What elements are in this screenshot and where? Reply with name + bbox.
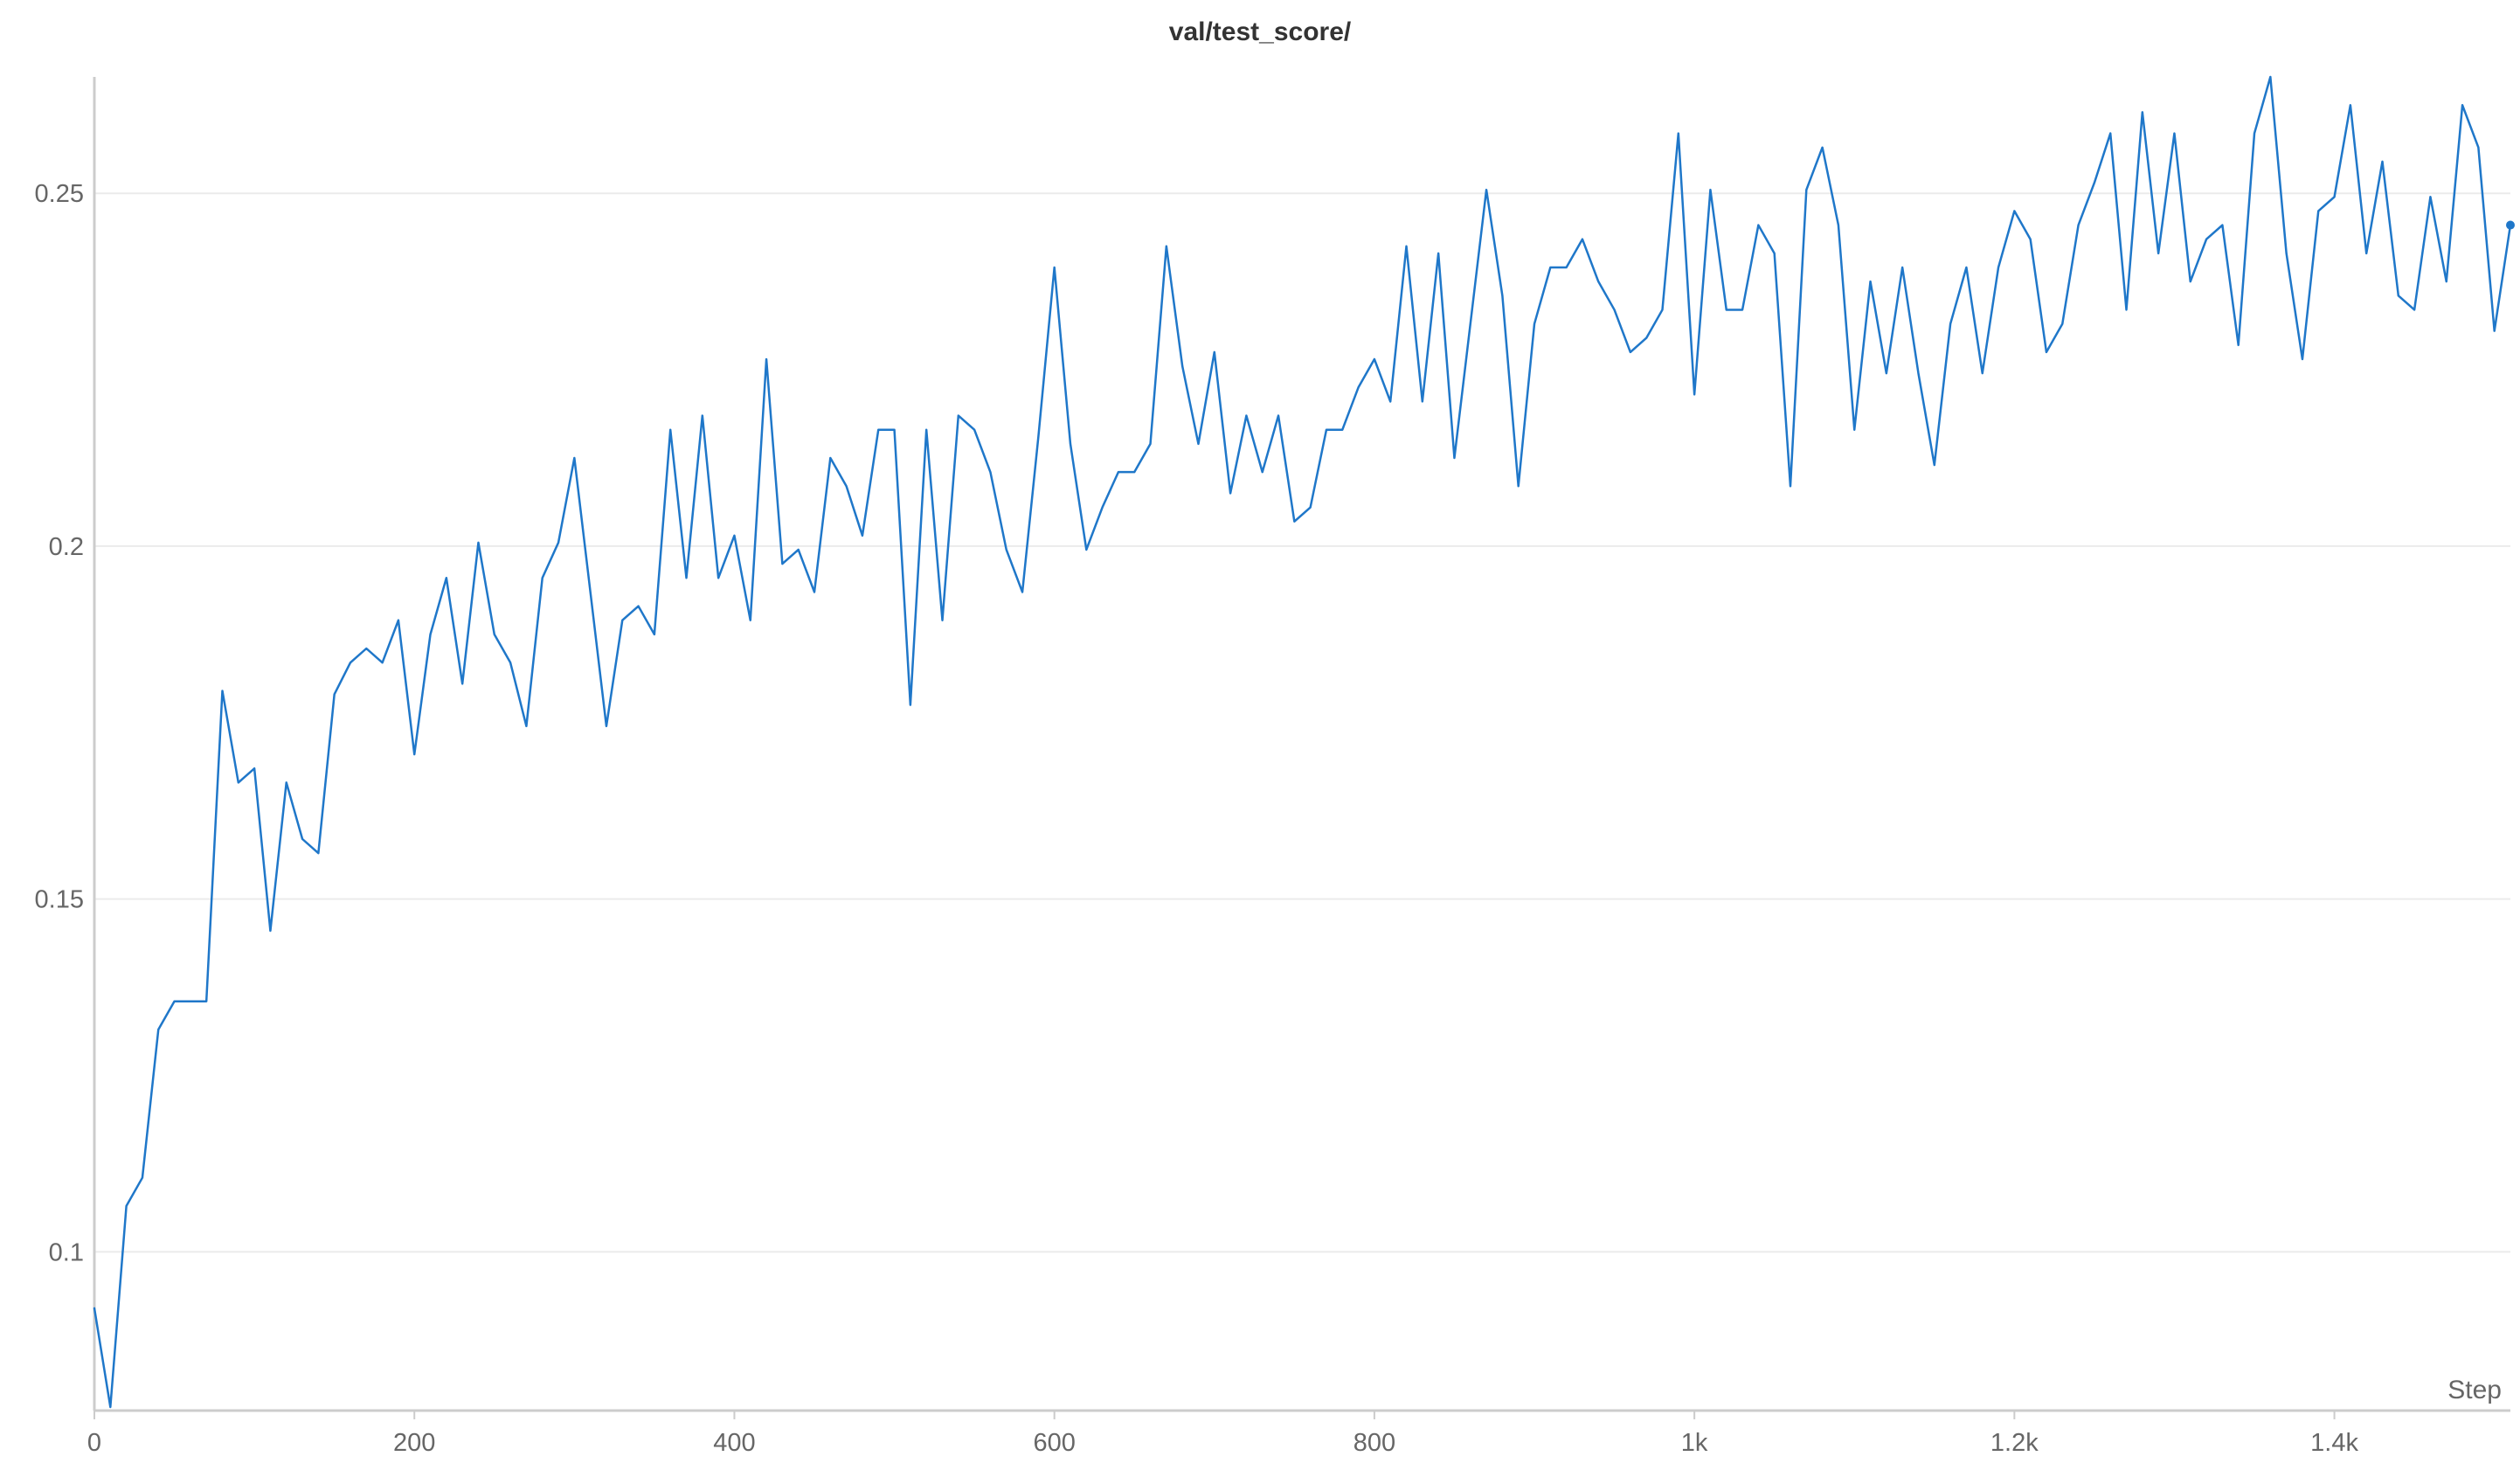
chart-title: val/test_score/ [1168, 17, 1352, 46]
series-line [93, 75, 2512, 1409]
y-tick-label: 0.1 [49, 1238, 84, 1266]
x-axis-title: Step [2447, 1376, 2502, 1404]
series-endpoint-marker [2506, 220, 2515, 230]
series-layer [93, 75, 2515, 1409]
y-tick-label: 0.25 [35, 180, 84, 208]
tick-labels: 0.1 0.15 0.2 0.25 0 200 400 600 800 1k 1.2k 1.4k Ste… [35, 180, 2502, 1457]
x-tick-label: 200 [393, 1429, 435, 1457]
y-tick-label: 0.15 [35, 886, 84, 914]
x-tick-label: 1.2k [1990, 1429, 2039, 1457]
x-tick-label: 1k [1681, 1429, 1708, 1457]
x-tick-label: 800 [1353, 1429, 1395, 1457]
grid-lines [94, 192, 2510, 1253]
y-tick-label: 0.2 [49, 533, 84, 561]
x-tick-label: 600 [1033, 1429, 1075, 1457]
x-tick-label: 1.4k [2310, 1429, 2358, 1457]
x-tick-label: 400 [713, 1429, 755, 1457]
x-tick-label: 0 [87, 1429, 101, 1457]
axes [93, 77, 2510, 1419]
